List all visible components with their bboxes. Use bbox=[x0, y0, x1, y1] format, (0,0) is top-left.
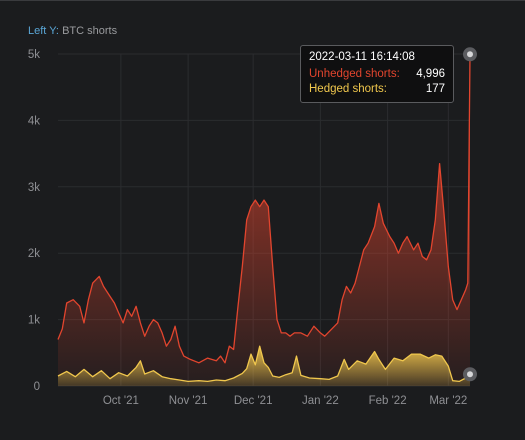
y-tick-label: 5k bbox=[28, 49, 40, 61]
unhedged-shorts-marker bbox=[467, 51, 473, 58]
left-axis-title: Left Y: BTC shorts bbox=[28, 25, 117, 37]
tooltip-row-hedged: Hedged shorts: 177 bbox=[309, 82, 445, 97]
x-tick-label: Feb '22 bbox=[369, 395, 407, 407]
panel-top-border bbox=[0, 0, 525, 1]
x-tick-label: Dec '21 bbox=[234, 395, 273, 407]
tooltip-hedged-value: 177 bbox=[425, 83, 445, 95]
axis-prefix: Left Y: bbox=[28, 25, 59, 37]
unhedged-shorts-line bbox=[57, 54, 471, 364]
axis-label: BTC shorts bbox=[62, 25, 118, 37]
tooltip-hedged-label: Hedged shorts: bbox=[309, 83, 387, 95]
y-tick-label: 4k bbox=[28, 115, 40, 127]
hover-tooltip: 2022-03-11 16:14:08 Unhedged shorts: 4,9… bbox=[300, 45, 454, 103]
hedged-shorts-marker bbox=[467, 371, 473, 378]
x-tick-label: Nov '21 bbox=[169, 395, 208, 407]
x-tick-label: Mar '22 bbox=[429, 395, 467, 407]
hedged-shorts-line bbox=[57, 345, 471, 383]
tooltip-timestamp: 2022-03-11 16:14:08 bbox=[309, 51, 415, 63]
unhedged-shorts-area bbox=[58, 54, 470, 387]
y-tick-label: 3k bbox=[28, 182, 40, 194]
y-tick-label: 0 bbox=[34, 381, 40, 393]
x-tick-label: Jan '22 bbox=[302, 395, 339, 407]
y-tick-label: 2k bbox=[28, 248, 40, 260]
tooltip-unhedged-label: Unhedged shorts: bbox=[309, 68, 400, 80]
y-tick-label: 1k bbox=[28, 315, 40, 327]
tooltip-unhedged-value: 4,996 bbox=[416, 68, 445, 80]
tooltip-row-unhedged: Unhedged shorts: 4,996 bbox=[309, 67, 445, 82]
x-tick-label: Oct '21 bbox=[103, 395, 139, 407]
